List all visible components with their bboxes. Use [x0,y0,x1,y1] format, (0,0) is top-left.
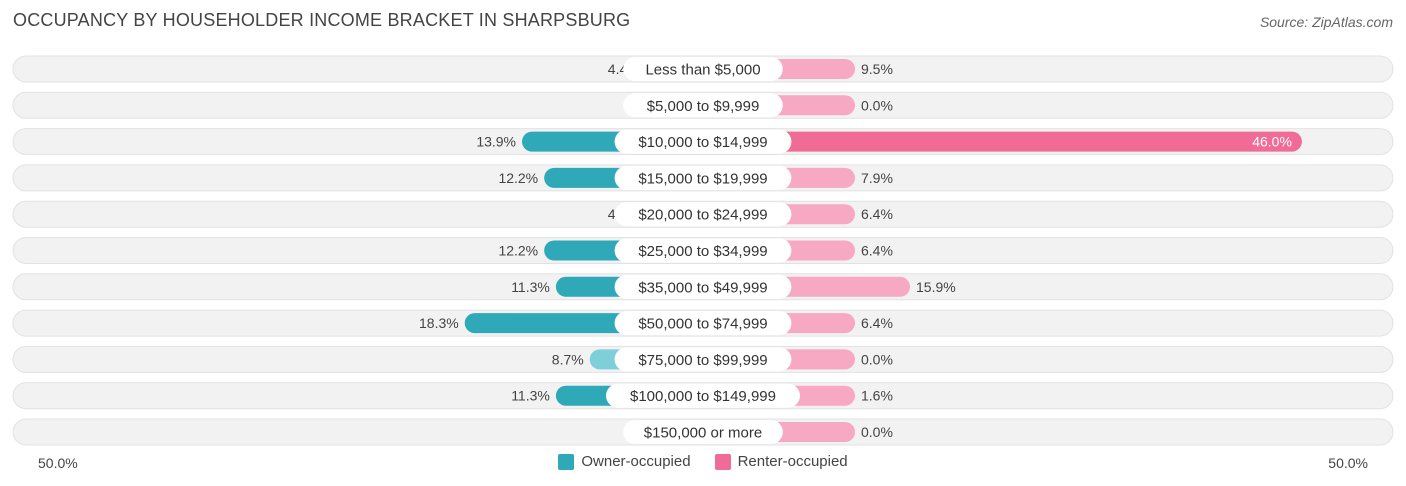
axis-right-label: 50.0% [1328,455,1368,471]
chart-title: OCCUPANCY BY HOUSEHOLDER INCOME BRACKET … [13,10,631,30]
category-pill [614,347,792,372]
renter-bar [703,131,1302,152]
owner-value-label: 11.3% [511,388,550,404]
legend-label-renter: Renter-occupied [737,453,848,470]
legend-item-owner: Owner-occupied [558,453,691,470]
category-label: $150,000 or more [644,425,762,442]
category-label: $25,000 to $34,999 [638,243,767,260]
renter-value-label: 15.9% [916,279,956,295]
legend-swatch-owner [558,453,575,470]
category-label: $15,000 to $19,999 [638,170,767,187]
renter-value-label: 0.0% [861,351,893,367]
category-label: $10,000 to $14,999 [638,134,767,151]
owner-value-label: 8.7% [552,351,584,367]
legend-item-renter: Renter-occupied [714,453,848,470]
legend-swatch-renter [714,453,731,470]
category-label: $35,000 to $49,999 [638,279,767,296]
category-label: $100,000 to $149,999 [630,388,776,405]
category-label: Less than $5,000 [645,62,760,79]
renter-value-label: 6.4% [861,206,893,222]
owner-value-label: 11.3% [511,279,550,295]
chart-canvas: 4.4%9.5%Less than $5,0001.7%0.0%$5,000 t… [12,55,1394,446]
axis-left-label: 50.0% [38,455,78,471]
category-pill [614,238,792,263]
renter-value-label: 1.6% [861,388,893,404]
category-pill [623,57,783,81]
category-pill [614,202,792,227]
renter-value-label: 0.0% [861,424,893,440]
owner-value-label: 12.2% [498,170,538,186]
renter-value-label: 6.4% [861,243,893,259]
category-pill [614,311,792,336]
owner-value-label: 18.3% [419,315,459,331]
owner-value-label: 13.9% [476,134,516,150]
owner-value-label: 12.2% [498,243,538,259]
legend-label-owner: Owner-occupied [581,453,691,470]
category-pill [614,165,792,190]
category-label: $20,000 to $24,999 [638,207,767,224]
category-pill [623,420,783,444]
renter-value-label: 7.9% [861,170,893,186]
category-pill [614,274,792,299]
category-label: $5,000 to $9,999 [647,98,760,115]
category-label: $50,000 to $74,999 [638,316,767,333]
source-note: Source: ZipAtlas.com [1259,14,1393,30]
renter-value-label: 46.0% [1252,134,1292,150]
category-pill [623,93,783,118]
category-label: $75,000 to $99,999 [638,352,767,369]
category-pill [606,383,800,408]
renter-value-label: 0.0% [861,97,893,113]
legend: Owner-occupied Renter-occupied [0,453,1406,470]
renter-value-label: 6.4% [861,315,893,331]
renter-value-label: 9.5% [861,61,893,77]
category-pill [614,129,792,154]
